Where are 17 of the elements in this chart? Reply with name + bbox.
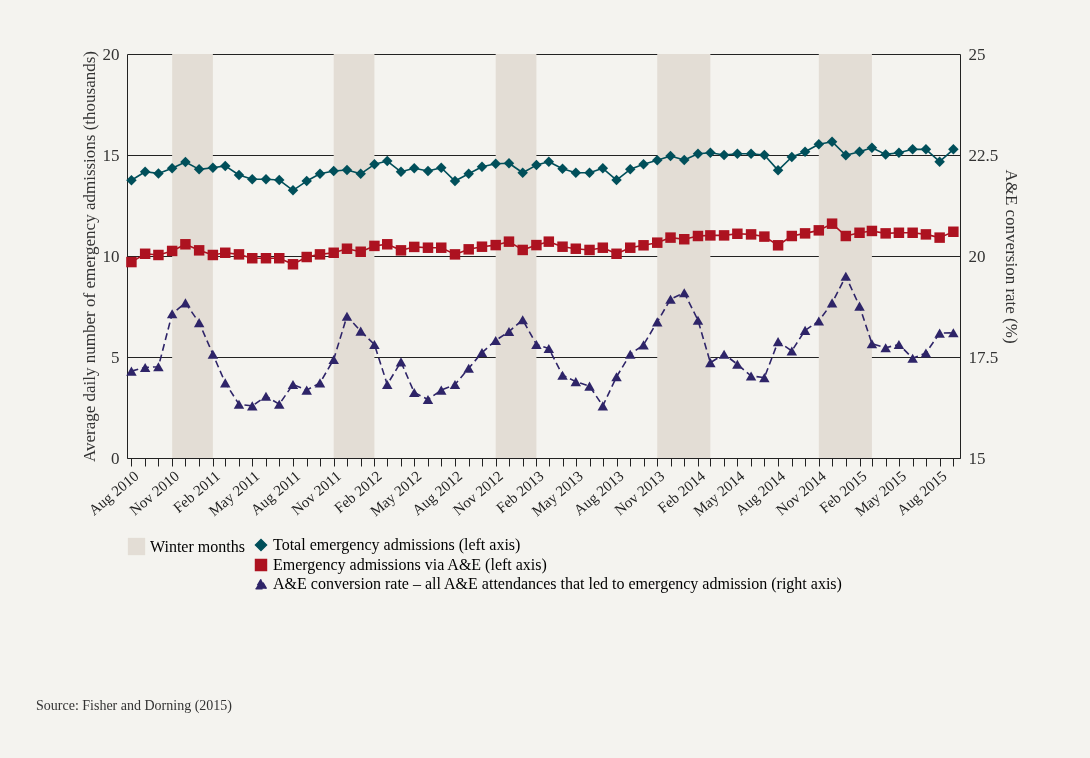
y2-tick-label: 17.5 bbox=[968, 347, 999, 367]
y2-tick-label: 25 bbox=[968, 44, 986, 64]
source-note: Source: Fisher and Dorning (2015) bbox=[36, 698, 232, 714]
y-tick-label: 20 bbox=[102, 44, 120, 64]
legend-label: Winter months bbox=[150, 537, 245, 555]
legend-label: Total emergency admissions (left axis) bbox=[273, 536, 521, 554]
legend-label: A&E conversion rate – all A&E attendances that led to emergency admission (right axis) bbox=[273, 575, 842, 593]
y-tick-label: 10 bbox=[102, 246, 120, 266]
y-axis-title: Average daily number of emergency admissions (thousands) bbox=[79, 50, 99, 463]
y2-tick-label: 20 bbox=[968, 246, 986, 266]
y2-tick-label: 22.5 bbox=[968, 145, 999, 165]
y-tick-label: 15 bbox=[102, 145, 120, 165]
y-tick-label: 5 bbox=[111, 347, 120, 367]
y2-tick-label: 15 bbox=[968, 448, 986, 468]
y-tick-label: 0 bbox=[111, 448, 120, 468]
y2-axis-title: A&E conversion rate (%) bbox=[1002, 169, 1022, 344]
legend-label: Emergency admissions via A&E (left axis) bbox=[273, 556, 547, 574]
